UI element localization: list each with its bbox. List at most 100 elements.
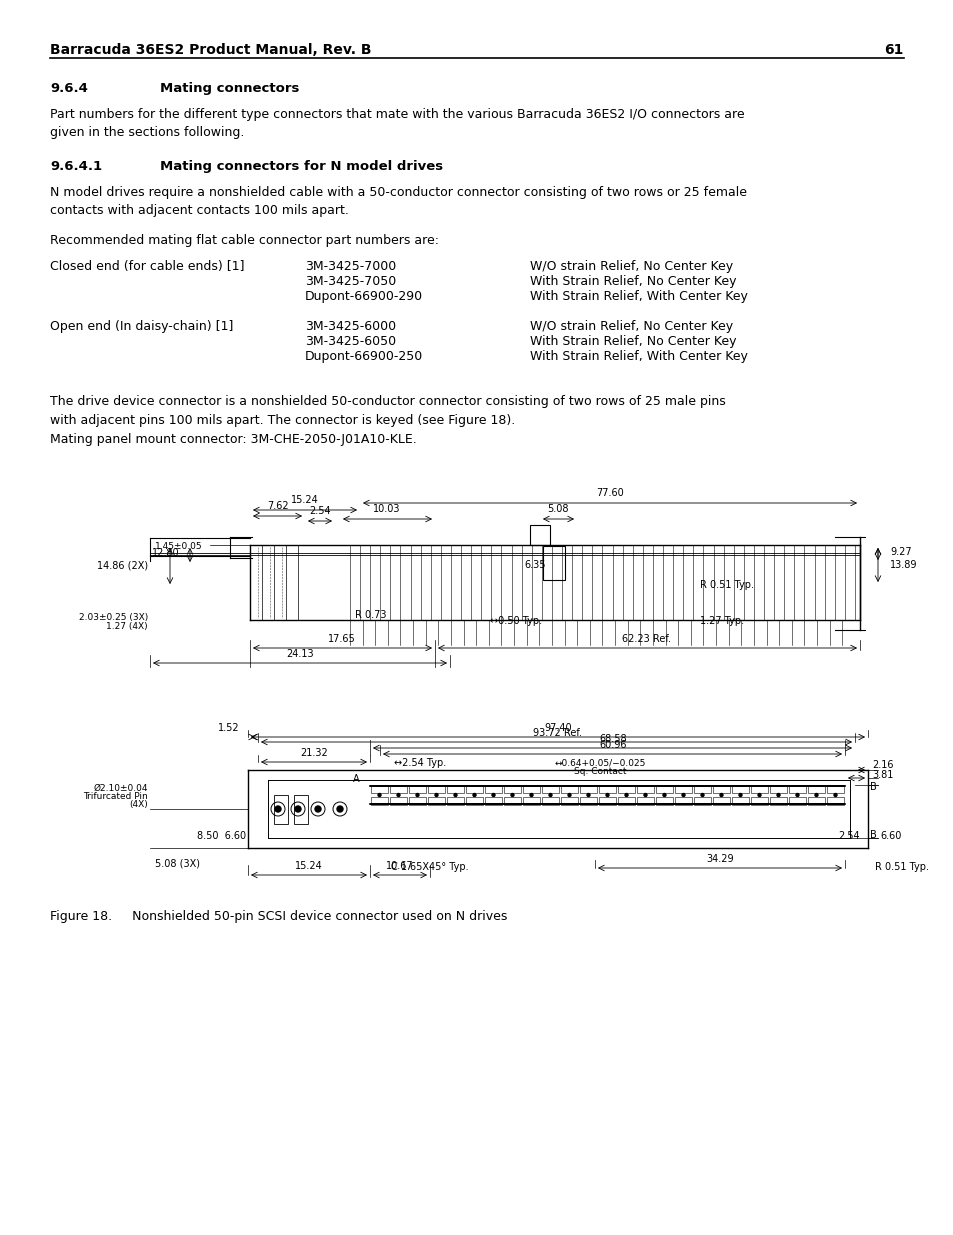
Circle shape [662,794,665,797]
Polygon shape [637,797,654,805]
Circle shape [511,794,514,797]
Circle shape [435,794,437,797]
Circle shape [416,794,418,797]
Polygon shape [618,785,635,793]
Polygon shape [541,797,558,805]
Text: W/O strain Relief, No Center Key: W/O strain Relief, No Center Key [530,320,732,333]
Polygon shape [693,785,710,793]
Polygon shape [769,797,786,805]
Polygon shape [788,797,805,805]
Polygon shape [712,785,729,793]
Polygon shape [579,797,597,805]
Polygon shape [447,797,463,805]
Text: R 0.51 Typ.: R 0.51 Typ. [700,580,753,590]
Text: 1.52: 1.52 [218,722,240,734]
Polygon shape [390,785,407,793]
Text: Recommended mating flat cable connector part numbers are:: Recommended mating flat cable connector … [50,233,438,247]
Text: 68.58: 68.58 [598,734,626,743]
Polygon shape [484,797,501,805]
Circle shape [586,794,589,797]
Polygon shape [503,785,520,793]
Text: ↔0.64+0.05/−0.025: ↔0.64+0.05/−0.025 [554,760,645,768]
Circle shape [548,794,552,797]
Polygon shape [807,785,824,793]
Circle shape [758,794,760,797]
Text: 2.16: 2.16 [871,760,893,769]
Text: Ø2.10±0.04: Ø2.10±0.04 [93,784,148,793]
Polygon shape [465,785,482,793]
Text: 14.86 (2X): 14.86 (2X) [97,559,148,571]
Circle shape [567,794,571,797]
Text: 3M-3425-6050: 3M-3425-6050 [305,335,395,348]
Text: N model drives require a nonshielded cable with a 50-conductor connector consist: N model drives require a nonshielded cab… [50,186,746,217]
Polygon shape [656,785,672,793]
Circle shape [314,806,320,811]
Text: 21.32: 21.32 [300,748,328,758]
Text: 2.54: 2.54 [838,831,859,841]
Text: 1.45±0.05: 1.45±0.05 [154,542,202,551]
Text: 34.29: 34.29 [705,853,733,864]
Circle shape [336,806,343,811]
Text: 5.08: 5.08 [547,504,568,514]
Text: 77.60: 77.60 [596,488,623,498]
Polygon shape [598,797,616,805]
Circle shape [776,794,780,797]
Polygon shape [465,797,482,805]
Text: Sq. Contact: Sq. Contact [573,767,625,776]
Text: 5.08 (3X): 5.08 (3X) [154,858,200,868]
Text: 15.24: 15.24 [291,495,318,505]
Text: B: B [869,782,876,792]
Text: With Strain Relief, No Center Key: With Strain Relief, No Center Key [530,335,736,348]
Text: 3M-3425-6000: 3M-3425-6000 [305,320,395,333]
Polygon shape [693,797,710,805]
Polygon shape [731,797,748,805]
Polygon shape [750,797,767,805]
Polygon shape [675,797,691,805]
Polygon shape [712,797,729,805]
Polygon shape [390,797,407,805]
Circle shape [396,794,399,797]
Text: Dupont-66900-250: Dupont-66900-250 [305,350,423,363]
Text: 9.6.4: 9.6.4 [50,82,88,95]
Polygon shape [656,797,672,805]
Text: 7.62: 7.62 [267,501,289,511]
Text: 15.24: 15.24 [294,861,322,871]
Polygon shape [618,797,635,805]
Polygon shape [826,785,843,793]
Circle shape [624,794,627,797]
Text: (4X): (4X) [129,800,148,809]
Polygon shape [371,797,388,805]
Text: ↔2.54 Typ.: ↔2.54 Typ. [394,758,446,768]
Polygon shape [522,797,539,805]
Polygon shape [826,797,843,805]
Text: C 1.65X45° Typ.: C 1.65X45° Typ. [391,862,468,872]
Circle shape [492,794,495,797]
Text: The drive device connector is a nonshielded 50-conductor connector consisting of: The drive device connector is a nonshiel… [50,395,725,446]
Text: R 0.51 Typ.: R 0.51 Typ. [874,862,928,872]
Text: W/O strain Relief, No Center Key: W/O strain Relief, No Center Key [530,261,732,273]
Text: ↔0.50 Typ.: ↔0.50 Typ. [490,616,541,626]
Text: Part numbers for the different type connectors that mate with the various Barrac: Part numbers for the different type conn… [50,107,744,140]
Text: 8.50  6.60: 8.50 6.60 [196,831,246,841]
Text: A: A [353,774,359,784]
Circle shape [454,794,456,797]
Polygon shape [788,785,805,793]
Text: With Strain Relief, With Center Key: With Strain Relief, With Center Key [530,290,747,303]
Circle shape [530,794,533,797]
Polygon shape [731,785,748,793]
Text: 2.54: 2.54 [309,506,331,516]
Text: With Strain Relief, No Center Key: With Strain Relief, No Center Key [530,275,736,288]
Polygon shape [409,785,426,793]
Polygon shape [484,785,501,793]
Circle shape [274,806,281,811]
Text: 6.60: 6.60 [879,831,901,841]
Text: Figure 18.     Nonshielded 50-pin SCSI device connector used on N drives: Figure 18. Nonshielded 50-pin SCSI devic… [50,910,507,923]
Text: Closed end (for cable ends) [1]: Closed end (for cable ends) [1] [50,261,244,273]
Text: 60.96: 60.96 [598,740,626,750]
Polygon shape [522,785,539,793]
Text: Barracuda 36ES2 Product Manual, Rev. B: Barracuda 36ES2 Product Manual, Rev. B [50,43,371,57]
Polygon shape [428,785,444,793]
Polygon shape [447,785,463,793]
Polygon shape [750,785,767,793]
Text: 12.80: 12.80 [152,548,180,558]
